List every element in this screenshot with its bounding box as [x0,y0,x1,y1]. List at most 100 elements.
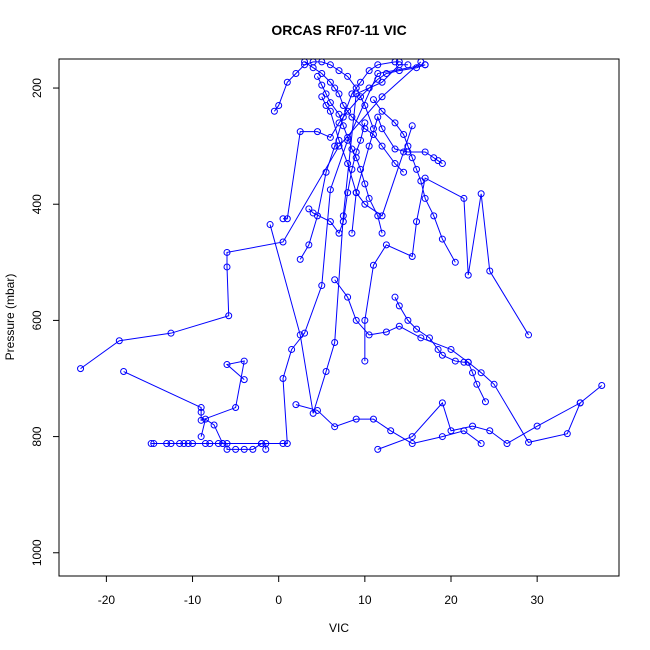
data-point [378,229,386,237]
data-point [365,331,373,339]
data-point [400,131,408,139]
series-line [151,443,267,450]
data-point [318,282,326,290]
data-point [382,70,390,78]
data-point [331,423,339,431]
data-point [225,312,233,320]
data-point [391,293,399,301]
series-9 [361,174,533,365]
data-point [451,357,459,365]
data-point [576,399,584,407]
x-axis-label: VIC [329,621,349,635]
data-point [352,84,360,92]
data-point [335,110,343,118]
data-point [598,381,606,389]
data-point [408,253,416,261]
data-point [115,337,123,345]
data-point [305,241,313,249]
series-19 [369,96,459,266]
data-point [374,75,382,83]
data-point [464,271,472,279]
data-point [120,368,128,376]
data-point [447,345,455,353]
data-point [309,64,317,72]
data-point [301,61,309,69]
data-point [365,194,373,202]
data-point [387,427,395,435]
data-point [223,361,231,369]
data-point [533,422,541,430]
data-point [421,148,429,156]
data-point [266,221,274,229]
data-point [417,177,425,185]
data-point [184,440,192,448]
data-point [326,99,334,107]
data-point [240,376,248,384]
data-point [352,316,360,324]
data-point [283,78,291,86]
data-point [378,107,386,115]
data-point [451,258,459,266]
data-point [197,404,205,412]
data-point [176,440,184,448]
data-point [322,168,330,176]
data-point [262,445,270,453]
data-point [477,369,485,377]
series-line [317,76,383,234]
series-line [377,385,603,450]
data-point [357,165,365,173]
data-point [374,113,382,121]
data-point [313,212,321,220]
data-point [283,440,291,448]
series-line [321,96,413,217]
series-1 [77,58,425,373]
data-point [369,261,377,269]
data-point [438,433,446,441]
data-point [382,241,390,249]
data-point [301,329,309,337]
data-point [490,380,498,388]
y-tick-label: 200 [30,78,44,98]
data-point [460,358,468,366]
series-line [364,177,529,362]
data-point [525,331,533,339]
data-point [434,345,442,353]
data-point [378,142,386,150]
data-point [404,142,412,150]
data-point [365,67,373,75]
x-tick-label: -20 [98,593,116,607]
data-point [292,401,300,409]
chart-title: ORCAS RF07-11 VIC [271,22,406,38]
data-point [438,399,446,407]
data-point [283,215,291,223]
data-point [279,215,287,223]
data-point [378,212,386,220]
data-point [240,445,248,453]
data-point [421,194,429,202]
data-point [326,133,334,141]
data-point [400,168,408,176]
data-point [167,440,175,448]
data-point [408,154,416,162]
data-point [344,107,352,115]
data-point [275,101,283,109]
data-point [147,440,155,448]
data-point [430,212,438,220]
data-point [197,433,205,441]
data-point [232,445,240,453]
data-point [395,302,403,310]
x-tick-label: 10 [358,593,372,607]
data-point [163,440,171,448]
data-point [348,113,356,121]
data-point [335,90,343,98]
series-10 [305,119,369,237]
data-point [313,128,321,136]
data-point [438,235,446,243]
y-axis-label: Pressure (mbar) [3,274,17,361]
series-line [308,122,366,235]
data-point [348,229,356,237]
series-7 [292,401,485,448]
data-point [369,415,377,423]
series-line [304,61,404,173]
series-line [269,64,408,414]
